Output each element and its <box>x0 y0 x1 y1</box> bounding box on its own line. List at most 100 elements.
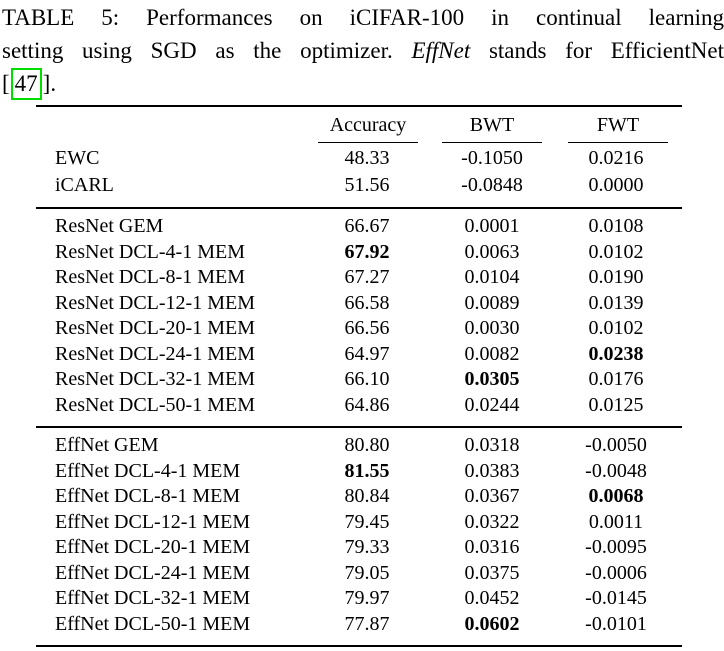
table-row: ResNet DCL-50-1 MEM 64.86 0.0244 0.0125 <box>36 393 682 428</box>
col-header-bwt: BWT <box>416 106 568 143</box>
cell-bwt: 0.0030 <box>464 317 520 339</box>
cell-bwt: 0.0602 <box>464 612 520 635</box>
caption-text: TABLE 5: Performances on iCIFAR-100 in c… <box>2 5 724 30</box>
citation-link-47[interactable]: 47 <box>10 68 42 100</box>
cell-accuracy: 64.97 <box>344 342 390 365</box>
table-row: EffNet DCL-24-1 MEM 79.05 0.0375 -0.0006 <box>36 561 682 587</box>
cell-fwt: -0.0101 <box>585 612 647 635</box>
cell-accuracy: 79.97 <box>344 587 390 609</box>
cell-accuracy: 79.05 <box>344 561 390 584</box>
cell-fwt: 0.0108 <box>588 215 644 237</box>
cell-bwt: 0.0452 <box>464 587 520 609</box>
cell-bwt: 0.0244 <box>464 393 520 416</box>
cell-fwt: 0.0125 <box>588 393 644 416</box>
cell-bwt: -0.0848 <box>461 174 523 196</box>
cell-accuracy: 66.67 <box>344 215 390 237</box>
cell-label: ResNet GEM <box>55 215 164 237</box>
table-row: EffNet DCL-12-1 MEM 79.45 0.0322 0.0011 <box>36 510 682 536</box>
cell-bwt: 0.0063 <box>464 240 520 263</box>
table-row: ResNet DCL-24-1 MEM 64.97 0.0082 0.0238 <box>36 342 682 368</box>
cell-fwt: 0.0238 <box>588 342 644 365</box>
cell-label: EffNet DCL-24-1 MEM <box>55 561 251 584</box>
cell-fwt: 0.0139 <box>588 291 644 314</box>
cell-accuracy: 77.87 <box>344 612 390 635</box>
cell-label: EffNet DCL-12-1 MEM <box>55 510 251 533</box>
cell-label: iCARL <box>55 174 114 196</box>
cell-accuracy: 66.58 <box>344 291 390 314</box>
col-header-empty <box>36 106 318 143</box>
caption-line-1: TABLE 5: Performances on iCIFAR-100 in c… <box>2 1 724 34</box>
table-caption: TABLE 5: Performances on iCIFAR-100 in c… <box>0 0 724 100</box>
cell-bwt: 0.0104 <box>464 266 520 288</box>
table-group-effnet: EffNet GEM 80.80 0.0318 -0.0050 EffNet DCL-4… <box>36 427 682 646</box>
citation-bracket-open: [ <box>2 71 10 96</box>
col-header-accuracy: Accuracy <box>318 106 418 143</box>
cell-accuracy: 48.33 <box>344 147 390 169</box>
caption-text: setting using SGD as the optimizer. <box>2 38 393 63</box>
table-group-baselines: EWC 48.33 -0.1050 0.0216 iCARL 51.56 -0.0848 0.… <box>36 143 682 208</box>
table-row: ResNet DCL-4-1 MEM 67.92 0.0063 0.0102 <box>36 240 682 266</box>
cell-accuracy: 51.56 <box>344 174 390 196</box>
cell-bwt: 0.0089 <box>464 291 520 314</box>
cell-accuracy: 64.86 <box>344 393 390 416</box>
cell-fwt: -0.0095 <box>585 536 647 558</box>
table-row: EffNet DCL-8-1 MEM 80.84 0.0367 0.0068 <box>36 484 682 510</box>
cell-fwt: 0.0011 <box>588 510 644 533</box>
cell-bwt: 0.0082 <box>464 342 520 365</box>
cell-fwt: -0.0050 <box>585 434 647 456</box>
cell-accuracy: 79.33 <box>344 536 390 558</box>
cell-bwt: 0.0305 <box>464 368 520 390</box>
cell-accuracy: 67.27 <box>344 266 390 288</box>
cell-accuracy: 80.80 <box>344 434 390 456</box>
table-row: EffNet DCL-20-1 MEM 79.33 0.0316 -0.0095 <box>36 535 682 561</box>
cell-fwt: 0.0000 <box>588 174 644 196</box>
cell-fwt: 0.0216 <box>588 147 644 169</box>
table-row: EWC 48.33 -0.1050 0.0216 <box>36 143 682 172</box>
cell-label: EffNet DCL-4-1 MEM <box>55 459 241 482</box>
cell-fwt: 0.0176 <box>588 368 644 390</box>
table-row: ResNet DCL-20-1 MEM 66.56 0.0030 0.0102 <box>36 316 682 342</box>
cell-label: EffNet GEM <box>55 434 159 456</box>
table-row: EffNet GEM 80.80 0.0318 -0.0050 <box>36 427 682 459</box>
cell-label: ResNet DCL-24-1 MEM <box>55 342 255 365</box>
cell-label: ResNet DCL-32-1 MEM <box>55 368 255 390</box>
cell-bwt: 0.0383 <box>464 459 520 482</box>
cell-accuracy: 66.56 <box>344 317 390 339</box>
cell-fwt: -0.0006 <box>585 561 647 584</box>
cell-bwt: 0.0322 <box>464 510 520 533</box>
cell-label: EffNet DCL-32-1 MEM <box>55 587 251 609</box>
cell-fwt: 0.0068 <box>588 485 644 507</box>
results-table: Accuracy BWT FWT EWC 48.33 -0.1050 0.0216 iC… <box>36 105 682 647</box>
cell-fwt: 0.0102 <box>588 317 644 339</box>
citation-bracket-close: ]. <box>42 71 57 96</box>
cell-fwt: -0.0048 <box>585 459 647 482</box>
cell-fwt: -0.0145 <box>585 587 647 609</box>
caption-text: stands for EfficientNet <box>488 38 724 63</box>
cell-label: ResNet DCL-20-1 MEM <box>55 317 255 339</box>
col-header-fwt: FWT <box>568 106 682 143</box>
col-header-accuracy-label: Accuracy <box>318 114 418 143</box>
cell-label: EffNet DCL-20-1 MEM <box>55 536 251 558</box>
table-row: EffNet DCL-50-1 MEM 77.87 0.0602 -0.0101 <box>36 612 682 647</box>
cell-bwt: 0.0367 <box>464 485 520 507</box>
effnet-italic-term: EffNet <box>411 38 471 63</box>
table-row: ResNet DCL-12-1 MEM 66.58 0.0089 0.0139 <box>36 291 682 317</box>
cell-label: EffNet DCL-8-1 MEM <box>55 485 241 507</box>
cell-accuracy: 66.10 <box>344 368 390 390</box>
cell-fwt: 0.0190 <box>588 266 644 288</box>
col-header-fwt-label: FWT <box>568 114 668 143</box>
cell-accuracy: 80.84 <box>344 485 390 507</box>
cell-label: EffNet DCL-50-1 MEM <box>55 612 251 635</box>
caption-line-2: setting using SGD as the optimizer. EffN… <box>2 34 724 67</box>
cell-label: ResNet DCL-50-1 MEM <box>55 393 255 416</box>
table-row: EffNet DCL-4-1 MEM 81.55 0.0383 -0.0048 <box>36 459 682 485</box>
header-row: Accuracy BWT FWT <box>36 106 682 143</box>
cell-accuracy: 67.92 <box>344 240 390 263</box>
col-header-bwt-label: BWT <box>442 114 542 143</box>
table-row: ResNet DCL-32-1 MEM 66.10 0.0305 0.0176 <box>36 367 682 393</box>
cell-accuracy: 79.45 <box>344 510 390 533</box>
cell-fwt: 0.0102 <box>588 240 644 263</box>
cell-bwt: 0.0375 <box>464 561 520 584</box>
table-group-resnet: ResNet GEM 66.67 0.0001 0.0108 ResNet DCL-4-… <box>36 208 682 427</box>
